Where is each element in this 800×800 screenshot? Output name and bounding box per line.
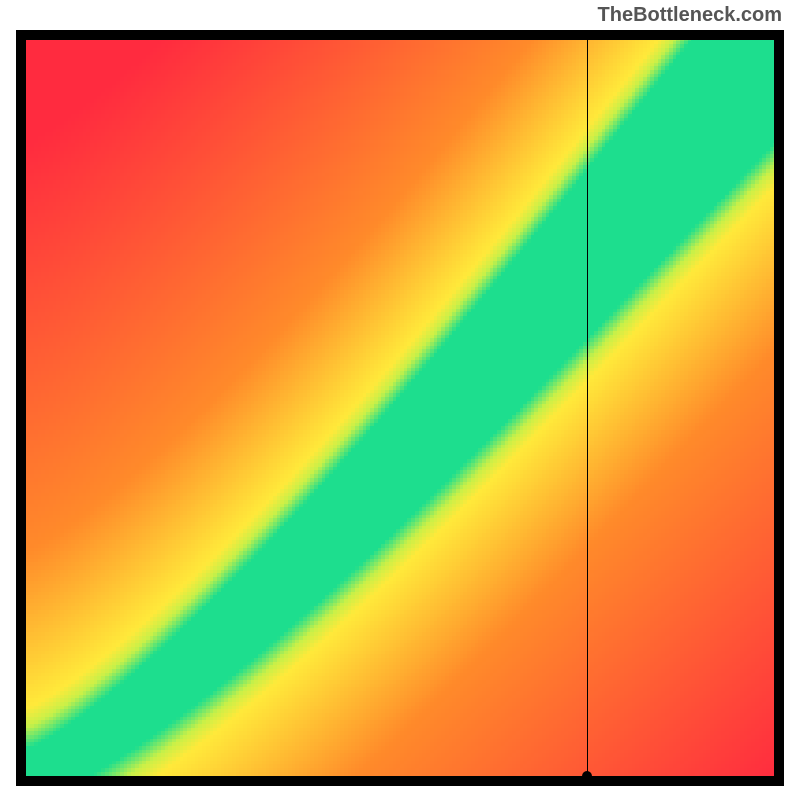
marker-guide-line [587,40,588,776]
chart-container: TheBottleneck.com [0,0,800,800]
plot-frame [16,30,784,786]
marker-dot [582,771,592,781]
heatmap-canvas [26,40,774,776]
attribution-text: TheBottleneck.com [598,4,782,27]
